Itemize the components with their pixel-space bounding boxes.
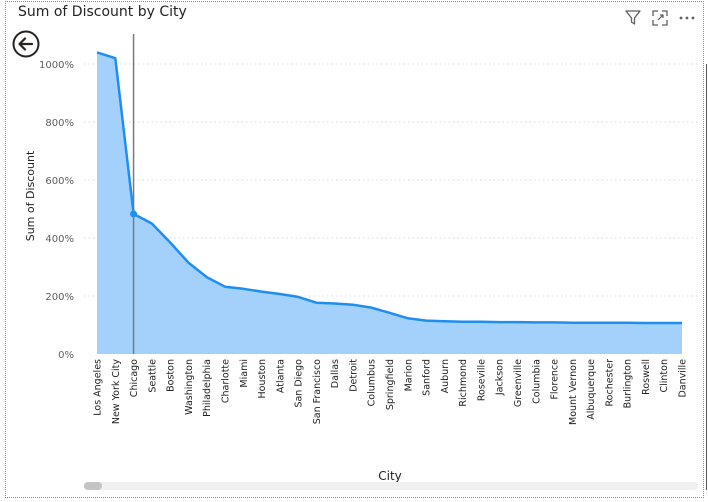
x-tick-label: San Diego	[294, 359, 305, 408]
x-tick-label: Philadelphia	[202, 359, 213, 417]
y-tick-label: 800%	[45, 118, 74, 129]
divider	[706, 64, 707, 490]
visual-title: Sum of Discount by City	[18, 4, 187, 20]
x-tick-label: Jackson	[495, 359, 506, 396]
x-tick-label: Washington	[184, 359, 195, 415]
x-tick-label: Auburn	[440, 359, 451, 393]
back-arrow-icon[interactable]	[11, 29, 41, 59]
x-tick-label: Atlanta	[275, 359, 286, 393]
more-options-icon[interactable]	[677, 8, 697, 28]
x-axis-ticks: Los Angeles New York City Chicago Seattle Bo…	[93, 359, 689, 425]
x-axis-label: City	[378, 469, 402, 483]
hover-marker[interactable]	[130, 210, 138, 218]
x-tick-label: Marion	[403, 359, 414, 391]
x-tick-label: Roswell	[641, 359, 652, 395]
x-tick-label: Chicago	[129, 359, 140, 397]
x-tick-label: Rochester	[604, 359, 615, 407]
x-tick-label: Richmond	[458, 359, 469, 407]
y-tick-label: 400%	[45, 234, 74, 245]
y-tick-label: 0%	[58, 350, 74, 361]
x-tick-label: Dallas	[330, 359, 341, 388]
x-tick-label: Florence	[550, 359, 561, 400]
x-tick-label: San Francisco	[312, 359, 323, 424]
x-tick-label: Springfield	[385, 359, 396, 410]
x-tick-label: Seattle	[147, 359, 158, 393]
x-tick-label: Columbia	[531, 359, 542, 404]
y-axis-ticks: 0% 200% 400% 600% 800% 1000%	[39, 60, 74, 361]
gridlines	[84, 63, 698, 297]
x-tick-label: New York City	[111, 359, 122, 425]
x-tick-label: Charlotte	[220, 359, 231, 403]
x-tick-label: Albuquerque	[586, 359, 597, 420]
x-tick-label: Mount Vernon	[568, 359, 579, 425]
area-fill	[97, 52, 682, 355]
x-tick-label: Burlington	[623, 359, 634, 408]
x-tick-label: Miami	[239, 359, 250, 388]
y-tick-label: 200%	[45, 292, 74, 303]
x-tick-label: Houston	[257, 359, 268, 398]
scrollbar-thumb[interactable]	[84, 482, 102, 490]
focus-mode-icon[interactable]	[650, 8, 670, 28]
x-tick-label: Boston	[166, 359, 177, 392]
horizontal-scrollbar[interactable]	[84, 482, 698, 490]
x-tick-label: Sanford	[422, 359, 433, 396]
x-tick-label: Columbus	[367, 359, 378, 406]
filter-icon[interactable]	[623, 8, 643, 28]
x-tick-label: Detroit	[348, 359, 359, 392]
x-tick-label: Roseville	[476, 359, 487, 401]
series-line	[96, 51, 682, 325]
y-tick-label: 600%	[45, 176, 74, 187]
x-tick-label: Clinton	[659, 359, 670, 393]
x-tick-label: Los Angeles	[93, 359, 104, 416]
x-tick-label: Greenville	[513, 359, 524, 407]
x-tick-label: Danville	[678, 359, 689, 398]
y-axis-label: Sum of Discount	[24, 150, 37, 241]
y-tick-label: 1000%	[39, 60, 74, 71]
